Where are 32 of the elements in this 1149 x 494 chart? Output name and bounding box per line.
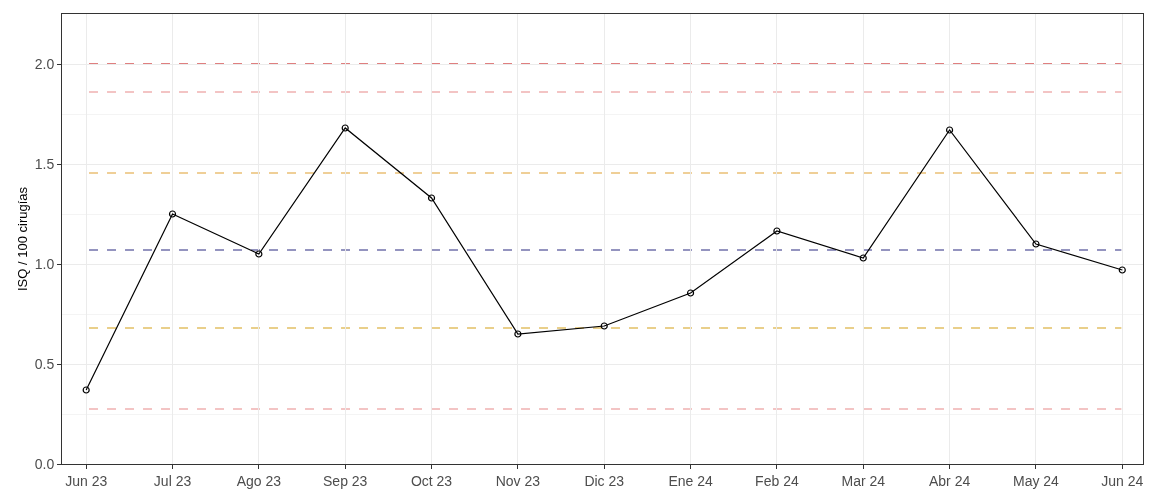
- x-tick-label: Sep 23: [323, 472, 368, 489]
- x-tick-label: Ene 24: [668, 472, 713, 489]
- y-axis-title: ISQ / 100 cirugías: [14, 186, 30, 292]
- point: [1032, 240, 1040, 248]
- x-tick-label: Jun 23: [65, 472, 108, 489]
- point: [168, 210, 177, 218]
- x-tick-label: Feb 24: [755, 472, 799, 489]
- point: [773, 227, 781, 235]
- y-tick-label: 2.0: [34, 55, 55, 72]
- point: [600, 322, 608, 330]
- x-tick-label: Oct 23: [410, 472, 453, 489]
- x-tick-label: Nov 23: [495, 472, 541, 489]
- point: [341, 124, 349, 132]
- point: [686, 289, 695, 297]
- y-tick-label: 1.0: [34, 255, 55, 272]
- point: [82, 386, 90, 394]
- x-tick-label: Jun 24: [1101, 472, 1144, 489]
- y-tick-label: 0.0: [34, 455, 55, 472]
- x-tick-label: Abr 24: [928, 472, 971, 489]
- y-tick-label: 0.5: [34, 355, 55, 372]
- x-tick-label: May 24: [1012, 472, 1060, 489]
- y-tick-label: 1.5: [34, 155, 55, 172]
- point: [1118, 266, 1126, 274]
- point: [859, 254, 867, 262]
- point: [514, 330, 522, 338]
- x-tick-label: Jul 23: [153, 472, 192, 489]
- point: [255, 250, 263, 258]
- point: [945, 126, 954, 134]
- x-tick-label: Dic 23: [584, 472, 625, 489]
- x-tick-label: Mar 24: [841, 472, 886, 489]
- point: [427, 194, 436, 202]
- x-tick-label: Ago 23: [236, 472, 282, 489]
